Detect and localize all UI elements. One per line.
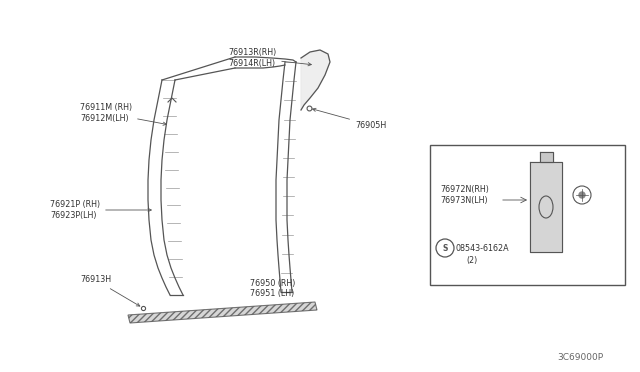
Polygon shape [301,50,330,110]
Text: 76921P (RH)
76923P(LH): 76921P (RH) 76923P(LH) [50,200,151,220]
Text: 08543-6162A: 08543-6162A [455,244,509,253]
Polygon shape [540,152,553,162]
Text: 76913H: 76913H [80,276,140,306]
Text: 76905H: 76905H [312,108,387,129]
Polygon shape [530,162,562,252]
Text: 76950 (RH)
76951 (LH): 76950 (RH) 76951 (LH) [250,279,296,298]
Text: 76913R(RH)
76914R(LH): 76913R(RH) 76914R(LH) [228,48,311,68]
Text: (2): (2) [466,256,477,264]
Text: 76972N(RH)
76973N(LH): 76972N(RH) 76973N(LH) [440,185,489,205]
Text: S: S [442,244,448,253]
Polygon shape [128,302,317,323]
Bar [430,145,625,285]
Text: 76911M (RH)
76912M(LH): 76911M (RH) 76912M(LH) [80,103,166,125]
Circle shape [579,192,585,198]
Text: 3C69000P: 3C69000P [557,353,603,362]
